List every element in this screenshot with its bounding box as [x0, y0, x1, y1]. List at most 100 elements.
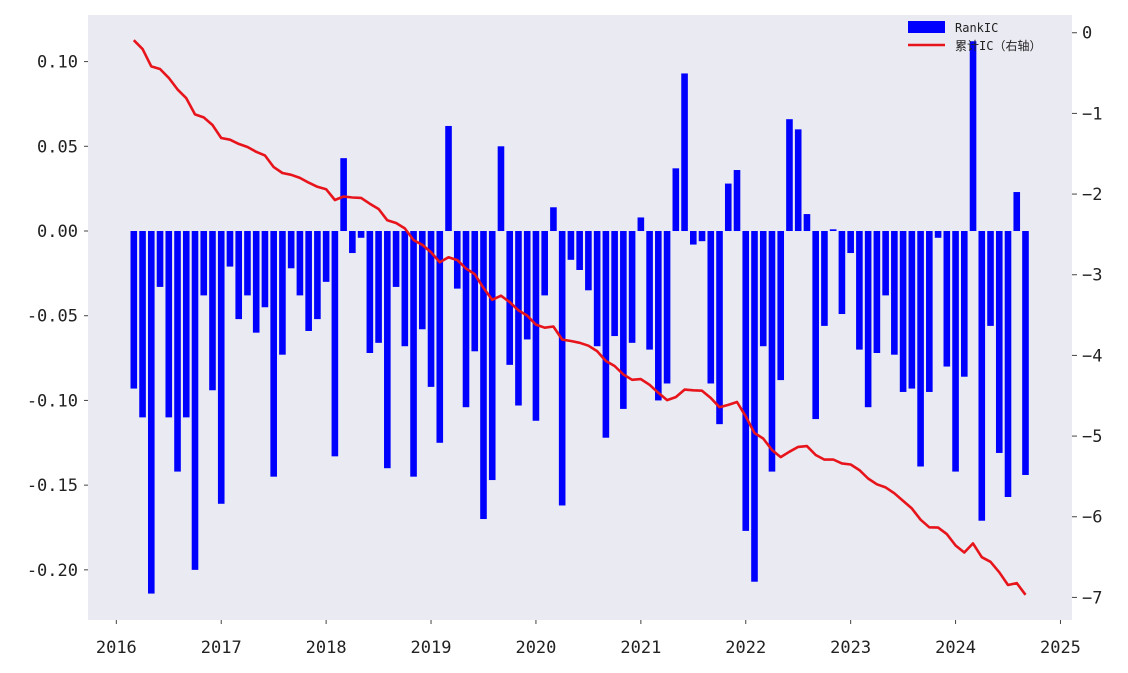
y-tick-label-right: −3 — [1082, 266, 1102, 286]
plot-area — [88, 15, 1072, 620]
y-tick-label-left: -0.15 — [27, 476, 78, 496]
x-tick-label: 2023 — [830, 638, 871, 658]
x-axis: 2016 2017 2018 2019 2020 2021 2022 2023 2024 2025 — [96, 620, 1081, 658]
x-tick-label: 2024 — [935, 638, 976, 658]
bar-rankic — [742, 231, 750, 531]
bar-rankic — [550, 207, 557, 232]
bar-rankic — [270, 231, 277, 477]
x-tick-label: 2022 — [725, 638, 766, 658]
bar-rankic — [1013, 192, 1021, 232]
legend-swatch-rankic — [908, 21, 945, 33]
y-tick-label-left: -0.05 — [27, 307, 78, 327]
bar-rankic — [445, 125, 452, 232]
bar-rankic — [1004, 231, 1012, 498]
bar-rankic — [191, 231, 199, 570]
bar-rankic — [995, 231, 1003, 453]
bar-rankic — [611, 231, 618, 337]
bar-rankic — [366, 231, 374, 353]
bar-rankic — [182, 231, 190, 418]
bar-rankic — [375, 231, 382, 343]
x-tick-label: 2019 — [411, 638, 452, 658]
x-tick-label: 2016 — [96, 638, 137, 658]
bar-rankic — [899, 231, 907, 392]
bar-rankic — [558, 231, 566, 506]
bar-rankic — [471, 231, 479, 352]
bar-rankic — [821, 231, 828, 326]
bar-rankic — [585, 231, 592, 291]
bar-rankic — [637, 217, 645, 232]
y-tick-label-left: 0.05 — [37, 137, 78, 157]
bar-rankic — [593, 231, 601, 347]
bar-rankic — [200, 231, 208, 296]
bar-rankic — [620, 231, 627, 409]
bar-rankic — [357, 231, 365, 238]
bar-rankic — [497, 146, 505, 232]
bar-rankic — [934, 231, 942, 238]
bar-rankic — [698, 231, 706, 242]
bar-rankic — [567, 231, 575, 260]
bar-rankic — [418, 231, 426, 330]
bar-rankic — [777, 231, 785, 381]
bar-rankic — [987, 231, 994, 326]
bar-rankic — [655, 231, 662, 401]
bar-rankic — [908, 231, 916, 389]
bar-rankic — [969, 41, 977, 232]
bar-rankic — [768, 231, 776, 472]
bar-rankic — [926, 231, 933, 392]
bar-rankic — [672, 168, 680, 232]
bar-rankic — [244, 231, 251, 296]
bar-rankic — [943, 231, 951, 367]
y-tick-label-right: −2 — [1082, 185, 1102, 205]
legend-label-rankic: RankIC — [955, 21, 998, 35]
y-axis-left: 0.10 0.05 0.00 -0.05 -0.10 -0.15 -0.20 — [27, 53, 88, 581]
bar-rankic — [480, 231, 487, 520]
bar-rankic — [279, 231, 286, 355]
bar-rankic — [751, 231, 758, 582]
y-tick-label-right: −6 — [1082, 508, 1102, 528]
bar-rankic — [576, 231, 583, 270]
bar-rankic — [707, 231, 715, 384]
bar-rankic — [882, 231, 889, 296]
legend-label-cumulative-ic: 累计IC（右轴） — [955, 38, 1041, 53]
bar-rankic — [349, 231, 356, 254]
y-tick-label-left: 0.10 — [37, 53, 78, 73]
bar-rankic — [891, 231, 898, 355]
bar-rankic — [506, 231, 514, 365]
x-tick-label: 2017 — [201, 638, 242, 658]
bar-rankic — [786, 119, 793, 232]
bar-rankic — [226, 231, 234, 267]
bar-rankic — [340, 158, 347, 232]
bar-rankic — [829, 229, 837, 232]
bar-rankic — [392, 231, 400, 287]
y-tick-label-right: −5 — [1082, 427, 1102, 447]
bar-rankic — [978, 231, 986, 521]
bar-rankic — [960, 231, 968, 377]
bar-rankic — [716, 231, 723, 425]
legend: RankIC 累计IC（右轴） — [908, 21, 1041, 53]
bar-rankic — [646, 231, 653, 350]
bar-rankic — [235, 231, 243, 320]
y-tick-label-right: −1 — [1082, 104, 1102, 124]
bar-rankic — [523, 231, 531, 340]
cumulative-ic-line — [132, 39, 1027, 596]
bar-rankic — [838, 231, 846, 315]
bar-rankic — [410, 231, 417, 477]
bar-rankic — [427, 231, 435, 387]
x-tick-label: 2018 — [306, 638, 347, 658]
bar-rankic — [628, 231, 636, 343]
x-tick-label: 2020 — [515, 638, 556, 658]
bar-rankic — [488, 231, 496, 481]
y-tick-label-left: -0.20 — [27, 561, 78, 581]
bar-rankic — [663, 231, 671, 384]
bar-rankic — [209, 231, 216, 391]
bar-rankic — [139, 231, 146, 418]
bar-rankic — [174, 231, 181, 472]
bar-rankic — [724, 183, 732, 232]
bar-rankic — [322, 231, 330, 282]
bar-rankic — [952, 231, 959, 472]
bar-rankic — [296, 231, 304, 296]
bar-rankic — [812, 231, 819, 420]
bar-rankic — [217, 231, 225, 504]
bar-rankic — [856, 231, 863, 350]
